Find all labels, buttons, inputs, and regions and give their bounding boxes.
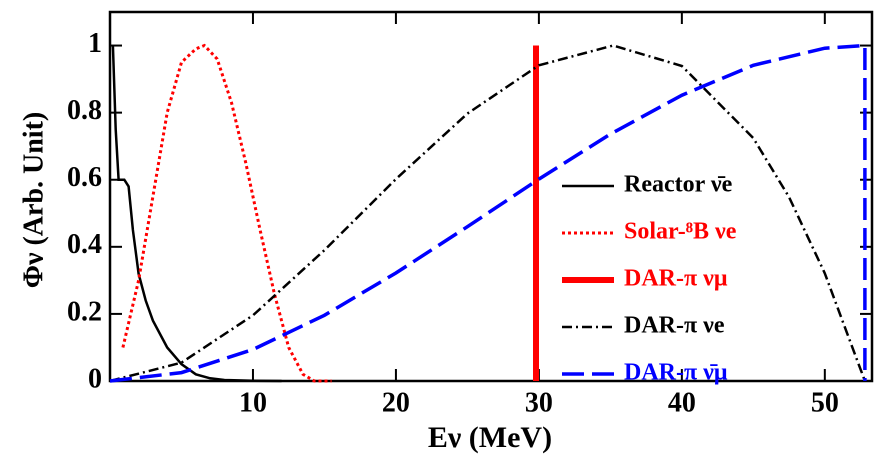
x-tick-label: 20 [382,387,410,418]
y-tick-label: 0.6 [67,162,102,193]
x-axis-label: Eν (MeV) [428,421,552,454]
series-line [111,45,282,383]
legend-label: Reactor ν̄e [624,172,733,198]
y-axis-label: Φν (Arb. Unit) [18,112,49,289]
y-tick-label: 1 [88,28,102,59]
x-tick-label: 30 [525,387,553,418]
legend-label: DAR-π νe [624,313,725,339]
series-line [109,44,867,383]
x-tick-label: 50 [811,387,839,418]
x-tick-label: 40 [668,387,696,418]
y-tick-label: 0.2 [67,296,102,327]
y-tick-label: 0.4 [67,229,102,260]
legend-label: DAR-π ν̄μ [624,360,728,386]
series-line [109,43,867,383]
legend-label: DAR-π νμ [624,266,728,292]
y-tick-label: 0.8 [67,95,102,126]
y-tick-label: 0 [88,363,102,394]
x-tick-label: 10 [239,387,267,418]
plot-frame [108,10,874,383]
legend-label: Solar-⁸B νe [624,219,737,245]
series-line [121,43,332,383]
